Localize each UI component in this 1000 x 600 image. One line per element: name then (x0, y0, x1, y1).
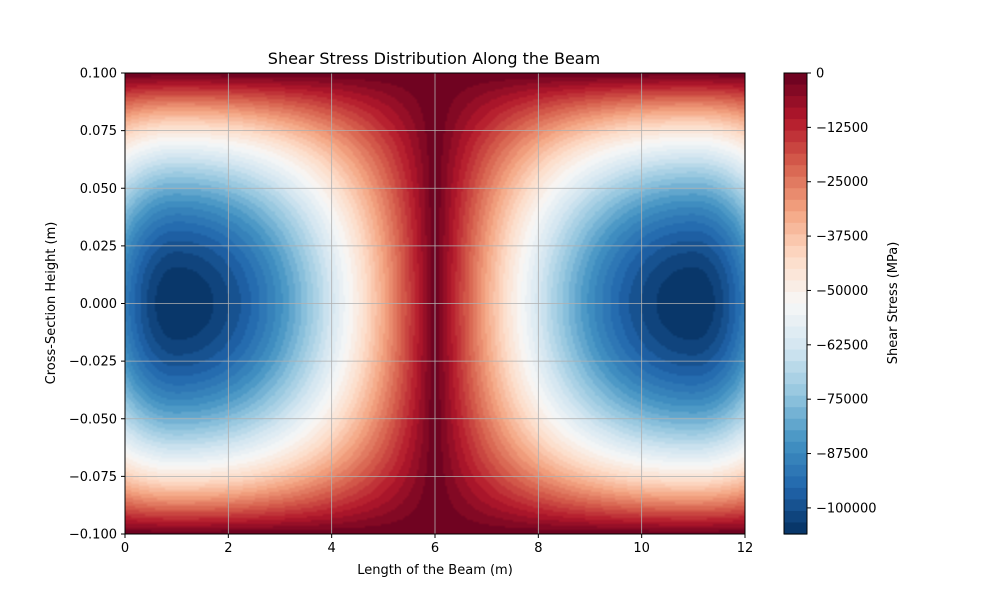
x-tick-label: 8 (534, 541, 542, 556)
colorbar-band (784, 188, 807, 201)
colorbar-band (784, 464, 807, 477)
x-tick-label: 6 (431, 541, 439, 556)
colorbar-tick-label: 0 (816, 67, 824, 82)
colorbar-band (784, 372, 807, 385)
colorbar-band (784, 303, 807, 316)
colorbar-band (784, 234, 807, 247)
y-tick-label: 0.075 (80, 124, 117, 139)
colorbar: 0 −12500 −25000 −37500 −50000 −62500 −75000 −87… (783, 67, 877, 535)
x-tick-label: 4 (328, 541, 336, 556)
colorbar-band (784, 384, 807, 397)
x-tick-label: 10 (633, 541, 650, 556)
colorbar-tick-label: −62500 (816, 338, 868, 353)
colorbar-band (784, 199, 807, 212)
colorbar-tick-label: −37500 (816, 230, 868, 245)
colorbar-band (784, 130, 807, 143)
colorbar-band (784, 153, 807, 166)
colorbar-band (784, 418, 807, 431)
colorbar-band (784, 349, 807, 362)
colorbar-band (784, 211, 807, 224)
colorbar-band (784, 291, 807, 305)
x-axis-label: Length of the Beam (m) (357, 563, 513, 578)
colorbar-tick-label: −50000 (816, 284, 868, 299)
colorbar-label: Shear Stress (MPa) (886, 242, 901, 365)
colorbar-band (784, 268, 807, 282)
colorbar-band (784, 142, 807, 155)
chart-title: Shear Stress Distribution Along the Beam (268, 49, 600, 68)
colorbar-band (784, 257, 807, 270)
colorbar-tick-label: −87500 (816, 447, 868, 462)
y-tick-label: 0.000 (80, 297, 117, 312)
colorbar-tick-label: −100000 (816, 501, 877, 516)
y-tick-label: 0.050 (80, 182, 117, 197)
colorbar-band (784, 430, 807, 443)
colorbar-band (784, 245, 807, 258)
colorbar-tick-label: −25000 (816, 175, 868, 190)
colorbar-band (784, 338, 807, 351)
colorbar-band (784, 441, 807, 454)
colorbar-band (784, 361, 807, 374)
y-tick-label: −0.025 (69, 355, 117, 370)
x-tick-label: 2 (224, 541, 232, 556)
colorbar-band (784, 96, 807, 109)
colorbar-band (784, 326, 807, 339)
x-tick-label: 0 (121, 541, 129, 556)
y-axis-ticks: 0.100 0.075 0.050 0.025 0.000 −0.025 −0.050 −0.… (69, 67, 125, 543)
colorbar-band (784, 499, 807, 512)
colorbar-band (784, 395, 807, 408)
colorbar-band (784, 510, 807, 524)
y-tick-label: −0.050 (69, 412, 117, 427)
colorbar-band (784, 73, 807, 86)
colorbar-band (784, 453, 807, 466)
colorbar-band (784, 107, 807, 120)
x-tick-label: 12 (737, 541, 754, 556)
colorbar-bands (784, 73, 807, 535)
y-tick-label: 0.100 (80, 67, 117, 82)
colorbar-tick-label: −12500 (816, 121, 868, 136)
colorbar-band (784, 280, 807, 293)
y-tick-label: −0.075 (69, 470, 117, 485)
colorbar-band (784, 119, 807, 132)
colorbar-band (784, 476, 807, 489)
colorbar-band (784, 487, 807, 501)
colorbar-band (784, 407, 807, 420)
colorbar-band (784, 222, 807, 235)
colorbar-band (784, 315, 807, 328)
y-tick-label: 0.025 (80, 239, 117, 254)
colorbar-band (784, 165, 807, 178)
colorbar-ticks: 0 −12500 −25000 −37500 −50000 −62500 −75000 −87… (807, 67, 877, 516)
colorbar-tick-label: −75000 (816, 393, 868, 408)
colorbar-band (784, 176, 807, 189)
colorbar-frame (783, 72, 808, 535)
colorbar-band (784, 522, 807, 535)
colorbar-band (784, 84, 807, 97)
x-axis-ticks: 0 2 4 6 8 10 12 (121, 534, 753, 556)
y-axis-label: Cross-Section Height (m) (44, 222, 59, 385)
y-tick-label: −0.100 (69, 528, 117, 543)
heatmap-plot-area (124, 72, 746, 535)
